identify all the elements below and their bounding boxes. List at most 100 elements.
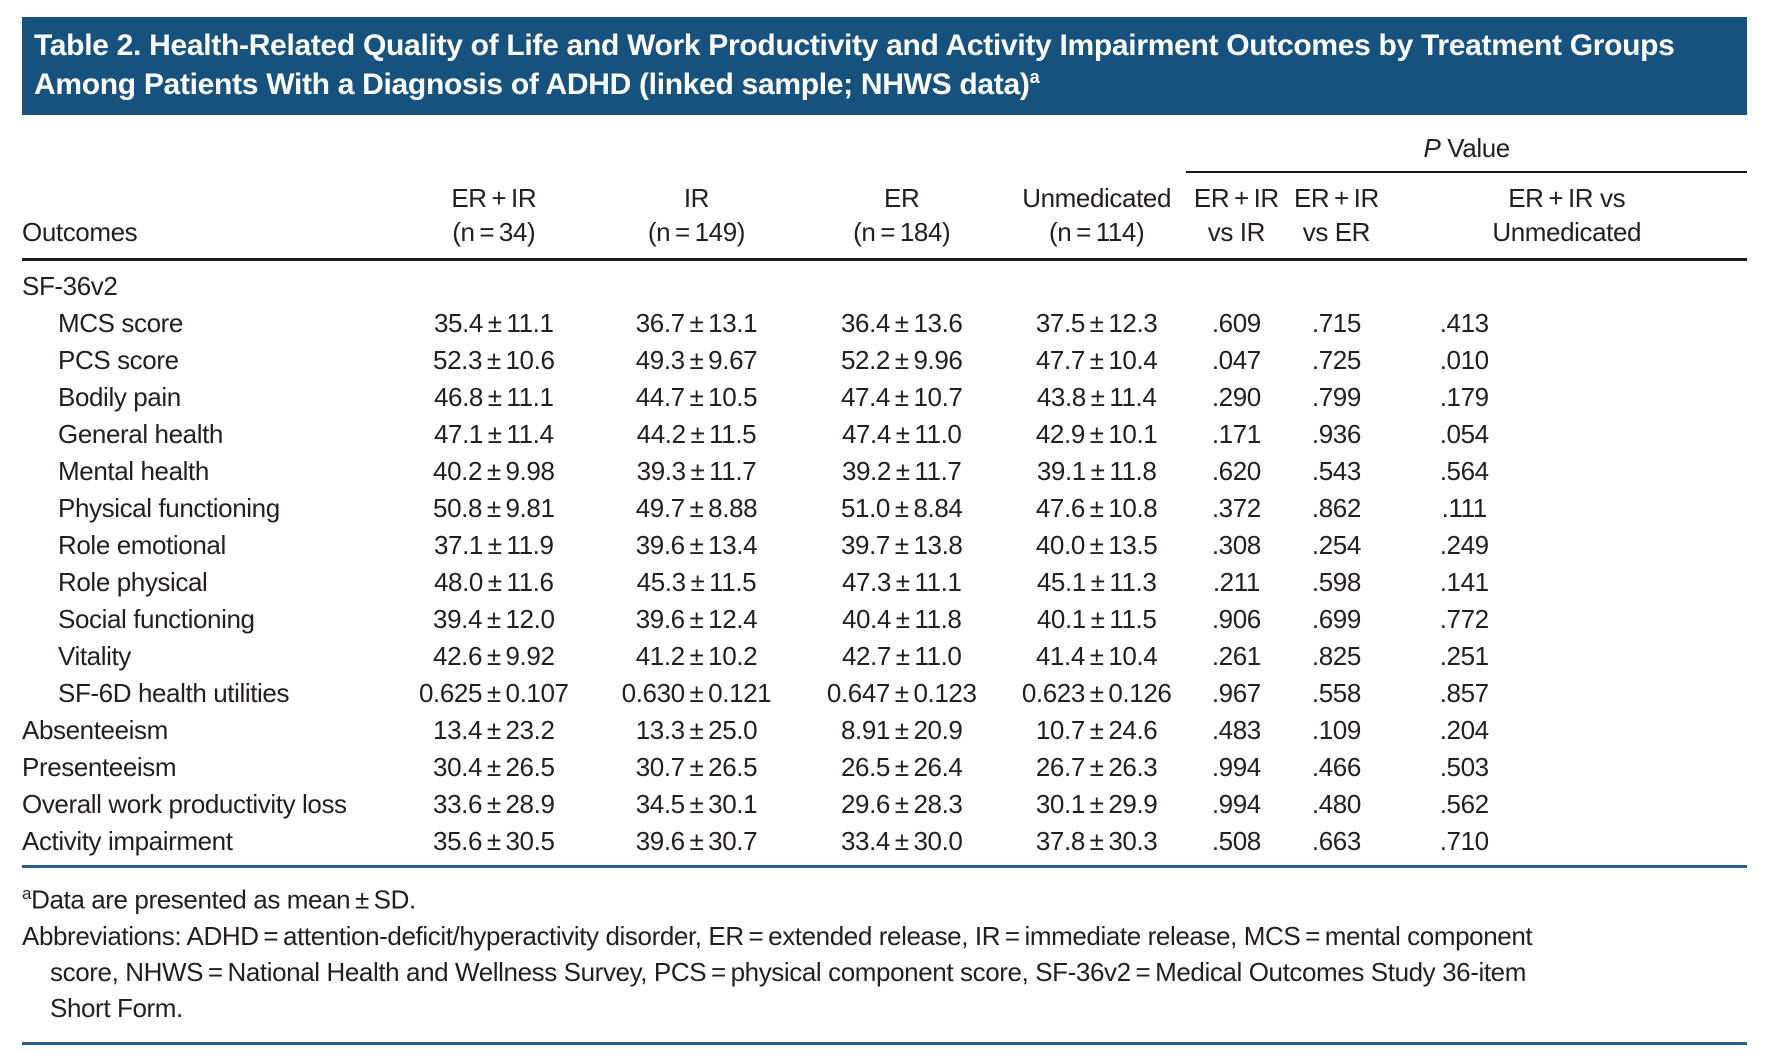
pvalue-rest: Value: [1440, 133, 1510, 163]
table-row: Social functioning 39.4 ± 12.0 39.6 ± 12…: [22, 601, 1747, 638]
table-row: MCS score 35.4 ± 11.1 36.7 ± 13.1 36.4 ±…: [22, 305, 1747, 342]
cell-ir: 13.3 ± 25.0: [635, 715, 758, 745]
cell-p-vs-unmedicated: .857: [1439, 678, 1489, 708]
table-title: Table 2. Health-Related Quality of Life …: [34, 29, 1675, 101]
cell-unmedicated: 30.1 ± 29.9: [1035, 789, 1158, 819]
cell-p-vs-ir: [1186, 260, 1286, 306]
table-body: SF-36v2 MCS score 35.4 ± 11.1 36.7 ± 13.…: [22, 260, 1747, 868]
cell-ir: 39.6 ± 12.4: [635, 604, 758, 634]
table-row: SF-36v2: [22, 260, 1747, 306]
cell-er: 39.2 ± 11.7: [841, 456, 962, 486]
cell-unmedicated: 10.7 ± 24.6: [1035, 715, 1158, 745]
cell-unmedicated: 26.7 ± 26.3: [1035, 752, 1158, 782]
cell-er-ir: 0.625 ± 0.107: [418, 678, 569, 708]
cell-p-vs-ir: .047: [1211, 345, 1261, 375]
cell-p-vs-ir: .372: [1211, 493, 1261, 523]
cell-p-vs-ir: .967: [1211, 678, 1261, 708]
cell-er-ir: 33.6 ± 28.9: [433, 789, 555, 819]
cell-p-vs-ir: .994: [1211, 752, 1261, 782]
cell-unmedicated: 37.8 ± 30.3: [1006, 823, 1187, 868]
footnote-a-marker: a: [22, 884, 32, 903]
cell-er-ir: 47.1 ± 11.4: [433, 419, 554, 449]
cell-er: 36.4 ± 13.6: [840, 308, 963, 338]
cell-er: 42.7 ± 11.0: [841, 641, 962, 671]
row-label: Presenteeism: [22, 752, 177, 782]
cell-unmedicated: 0.623 ± 0.126: [1021, 678, 1172, 708]
column-header-line2: vs ER: [1302, 217, 1371, 247]
column-header-p-vs-unmedicated: ER + IR vs Unmedicated: [1386, 172, 1747, 261]
table-row: Role physical 48.0 ± 11.6 45.3 ± 11.5 47…: [22, 564, 1747, 601]
cell-p-vs-unmedicated: .710: [1386, 823, 1747, 868]
cell-p-vs-ir: .171: [1211, 419, 1261, 449]
column-header-unmedicated: Unmedicated (n = 114): [1006, 172, 1187, 261]
cell-er: 47.4 ± 10.7: [840, 382, 963, 412]
cell-er-ir: 13.4 ± 23.2: [433, 715, 555, 745]
cell-p-vs-er: .254: [1311, 530, 1361, 560]
table-row: Role emotional 37.1 ± 11.9 39.6 ± 13.4 3…: [22, 527, 1747, 564]
cell-unmedicated: 47.7 ± 10.4: [1035, 345, 1158, 375]
cell-ir: 44.2 ± 11.5: [636, 419, 757, 449]
cell-p-vs-unmedicated: [1386, 260, 1747, 306]
column-header-outcomes: Outcomes: [22, 172, 392, 261]
cell-p-vs-ir: .308: [1211, 530, 1261, 560]
footnote-abbreviations: Abbreviations: ADHD = attention-deficit/…: [22, 920, 1533, 1023]
cell-p-vs-ir: .906: [1211, 604, 1261, 634]
cell-er-ir: 39.4 ± 12.0: [433, 604, 555, 634]
row-label: Overall work productivity loss: [22, 789, 347, 819]
table-figure-page: Table 2. Health-Related Quality of Life …: [0, 17, 1769, 1053]
row-label: Social functioning: [58, 604, 255, 634]
cell-er-ir: 46.8 ± 11.1: [433, 382, 554, 412]
column-header-line2: (n = 34): [452, 217, 536, 247]
cell-ir: 39.6 ± 30.7: [596, 823, 797, 868]
cell-er-ir: 35.4 ± 11.1: [433, 308, 554, 338]
cell-p-vs-ir: .211: [1212, 567, 1260, 597]
cell-ir: 39.6 ± 13.4: [635, 530, 758, 560]
cell-p-vs-er: .799: [1311, 382, 1361, 412]
table-footnotes: aData are presented as mean ± SD. Abbrev…: [22, 876, 1747, 1045]
footnote-a: aData are presented as mean ± SD.: [22, 876, 1747, 918]
row-label: General health: [58, 419, 223, 449]
column-header-line2: Unmedicated: [1492, 217, 1642, 247]
cell-p-vs-er: .715: [1311, 308, 1361, 338]
cell-p-vs-er: .598: [1311, 567, 1361, 597]
cell-ir: 49.7 ± 8.88: [635, 493, 758, 523]
cell-er: 47.4 ± 11.0: [841, 419, 962, 449]
cell-p-vs-unmedicated: .179: [1439, 382, 1489, 412]
row-label: Role physical: [58, 567, 208, 597]
cell-er-ir: 30.4 ± 26.5: [433, 752, 555, 782]
table-row: PCS score 52.3 ± 10.6 49.3 ± 9.67 52.2 ±…: [22, 342, 1747, 379]
cell-p-vs-ir: .261: [1211, 641, 1261, 671]
table-row: SF-6D health utilities 0.625 ± 0.107 0.6…: [22, 675, 1747, 712]
row-label: SF-6D health utilities: [58, 678, 290, 708]
cell-er-ir: [391, 260, 596, 306]
cell-er: [797, 260, 1007, 306]
column-header-er-ir: ER + IR (n = 34): [391, 172, 597, 261]
cell-p-vs-ir: .609: [1211, 308, 1261, 338]
cell-p-vs-ir: .483: [1211, 715, 1261, 745]
cell-ir: 41.2 ± 10.2: [635, 641, 758, 671]
cell-p-vs-er: .558: [1311, 678, 1361, 708]
cell-p-vs-unmedicated: .111: [1441, 493, 1488, 523]
cell-p-vs-er: .725: [1311, 345, 1361, 375]
cell-p-vs-er: .109: [1311, 715, 1361, 745]
cell-p-vs-unmedicated: .141: [1439, 567, 1489, 597]
table-row: Overall work productivity loss 33.6 ± 28…: [22, 786, 1747, 823]
column-header-line2: vs IR: [1207, 217, 1266, 247]
cell-p-vs-er: .543: [1311, 456, 1361, 486]
row-label: Bodily pain: [58, 382, 181, 412]
cell-p-vs-er: .480: [1311, 789, 1361, 819]
column-header-line1: ER + IR vs: [1508, 183, 1626, 213]
cell-p-vs-unmedicated: .054: [1439, 419, 1489, 449]
row-label: Role emotional: [58, 530, 226, 560]
cell-ir: 34.5 ± 30.1: [635, 789, 758, 819]
row-label: Physical functioning: [58, 493, 280, 523]
table-header: P Value Outcomes ER + IR (n = 34) IR (n = …: [22, 129, 1747, 261]
table-row: Presenteeism 30.4 ± 26.5 30.7 ± 26.5 26.…: [22, 749, 1747, 786]
cell-p-vs-ir: .290: [1211, 382, 1261, 412]
pvalue-group-row: P Value: [22, 129, 1747, 173]
column-header-er: ER (n = 184): [796, 172, 1007, 261]
cell-er: 47.3 ± 11.1: [841, 567, 962, 597]
table-row: General health 47.1 ± 11.4 44.2 ± 11.5 4…: [22, 416, 1747, 453]
cell-ir: 45.3 ± 11.5: [636, 567, 757, 597]
cell-er-ir: 42.6 ± 9.92: [433, 641, 555, 671]
